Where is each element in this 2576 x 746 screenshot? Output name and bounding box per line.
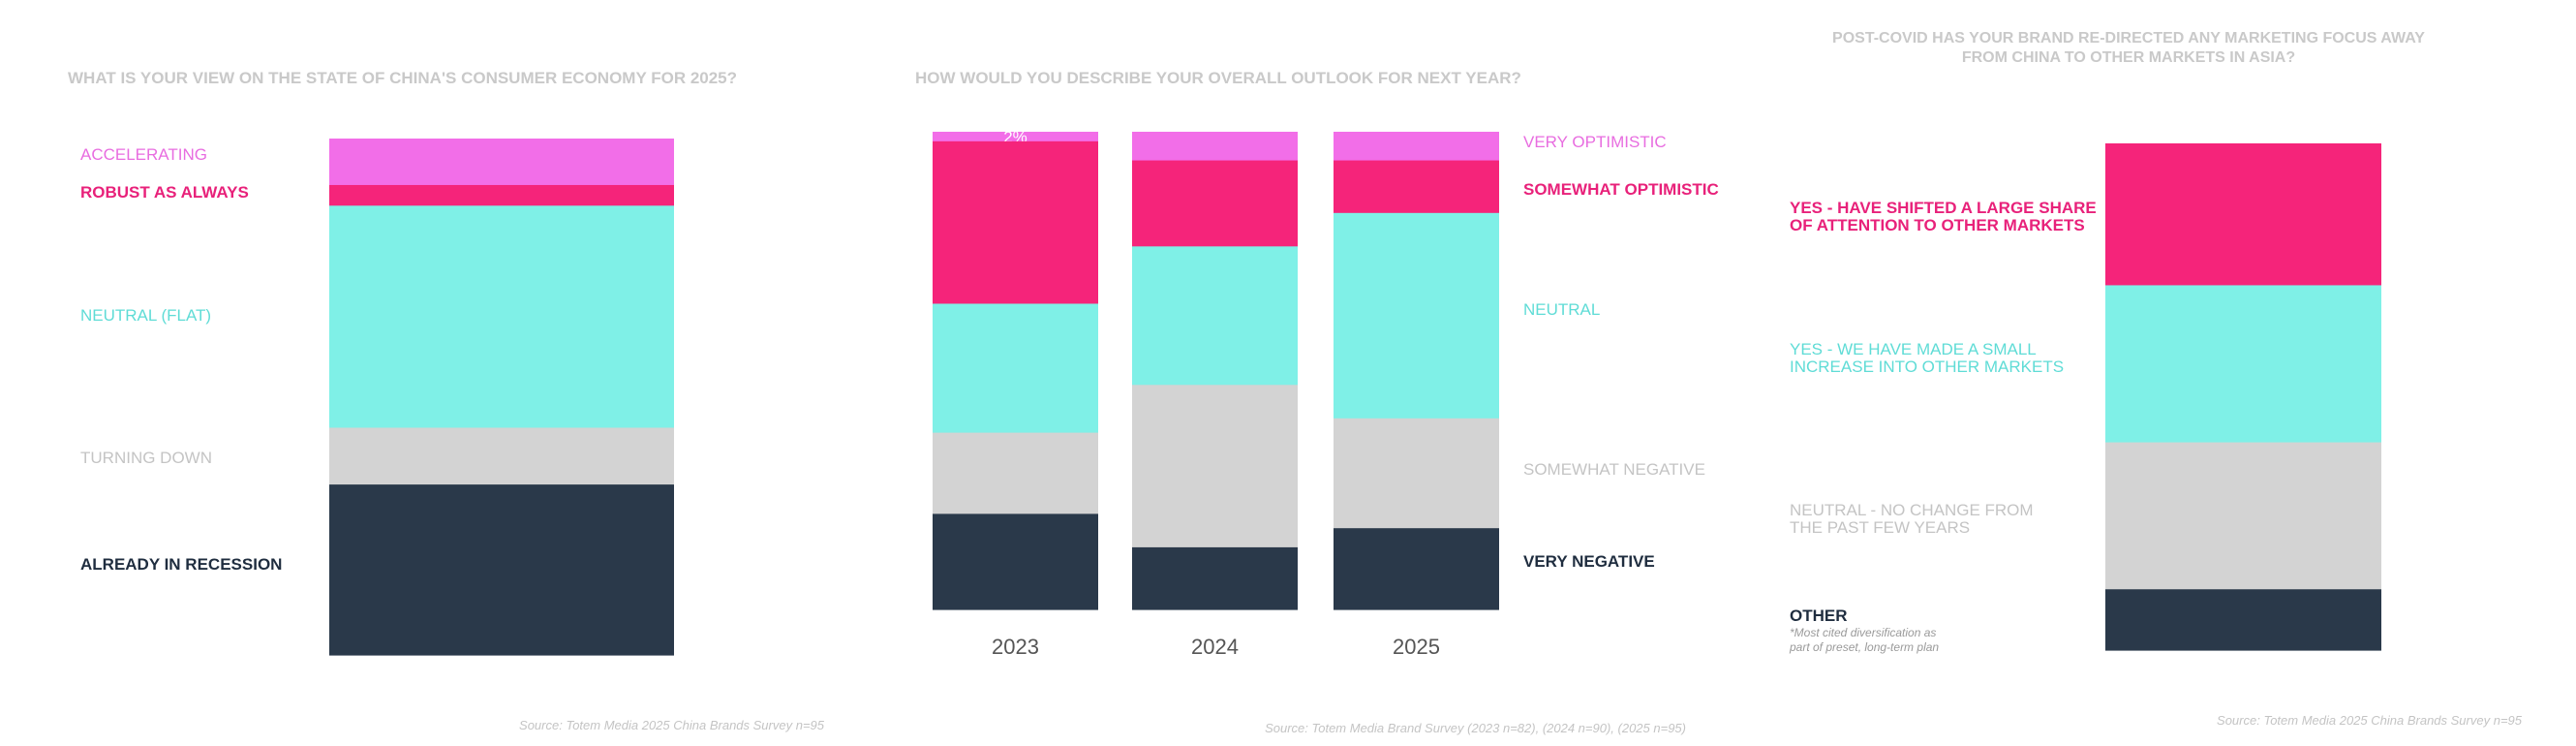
legend-label: ACCELERATING [80,145,207,164]
bar-segment [1334,160,1499,214]
chart-title-line: POST-COVID HAS YOUR BRAND RE-DIRECTED AN… [1832,30,2425,47]
bar-segment [329,184,674,206]
bar-segment [1132,160,1298,247]
legend-label: SOMEWHAT OPTIMISTIC [1523,180,1719,199]
bar-segment [329,484,674,656]
legend-label: SOMEWHAT NEGATIVE [1523,460,1705,479]
bar-segment [933,132,1098,142]
source-note: Source: Totem Media 2025 China Brands Su… [2217,713,2523,728]
footnote-line: part of preset, long-term plan [1789,640,1939,654]
bar-segment [1132,385,1298,548]
bar-segment [1334,528,1499,610]
chart-title: WHAT IS YOUR VIEW ON THE STATE OF CHINA'… [68,69,737,87]
bar-segment [1334,418,1499,529]
bar-segment [1132,132,1298,162]
bar-segment [1334,132,1499,162]
bar-segment [329,205,674,429]
legend-label-line: THE PAST FEW YEARS [1790,518,1970,537]
footnote-line: *Most cited diversification as [1790,626,1936,639]
legend-label: VERY NEGATIVE [1523,552,1655,571]
legend-label: NEUTRAL (FLAT) [80,306,211,325]
chart-title: HOW WOULD YOU DESCRIBE YOUR OVERALL OUTL… [915,69,1521,87]
source-note: Source: Totem Media 2025 China Brands Su… [519,718,825,732]
legend-label: ROBUST AS ALWAYS [80,183,249,202]
legend-label: ALREADY IN RECESSION [80,555,282,574]
bar-segment [2105,285,2381,444]
legend-label: TURNING DOWN [80,449,212,467]
x-tick-label: 2024 [1191,635,1239,659]
x-tick-label: 2025 [1393,635,1440,659]
legend-label-line: OF ATTENTION TO OTHER MARKETS [1790,216,2085,234]
bar-segment [933,303,1098,434]
bar-segment [933,432,1098,514]
legend-label: NEUTRAL [1523,300,1600,319]
bar-segment [1132,246,1298,386]
bar-segment [2105,442,2381,590]
bar-segment [2105,589,2381,651]
legend-label-line: YES - HAVE SHIFTED A LARGE SHARE [1790,199,2097,217]
chart-title-line: FROM CHINA TO OTHER MARKETS IN ASIA? [1962,49,2295,66]
legend-label-line: INCREASE INTO OTHER MARKETS [1790,357,2064,376]
legend-label-line: OTHER [1790,606,1848,625]
legend-label: VERY OPTIMISTIC [1523,133,1667,151]
bar-segment [1132,546,1298,610]
legend-label-line: NEUTRAL - NO CHANGE FROM [1790,501,2034,519]
bar-segment [2105,143,2381,287]
bar-segment [329,427,674,485]
bar-segment [1334,212,1499,420]
bar-segment [933,140,1098,305]
x-tick-label: 2023 [992,635,1039,659]
source-note: Source: Totem Media Brand Survey (2023 n… [1265,721,1686,735]
bar-segment [329,139,674,186]
legend-label-line: YES - WE HAVE MADE A SMALL [1790,340,2037,358]
bar-segment [933,513,1098,610]
